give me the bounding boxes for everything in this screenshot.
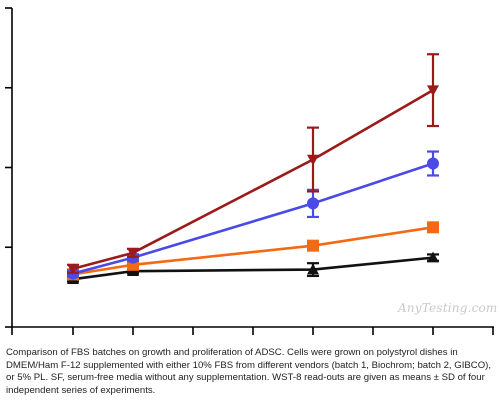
series-1-line bbox=[72, 162, 434, 275]
watermark: AnyTesting.com bbox=[398, 301, 498, 315]
series-0-point bbox=[307, 154, 319, 166]
series-0-point bbox=[427, 85, 439, 97]
series-1-point bbox=[307, 197, 319, 210]
series-2-line bbox=[72, 226, 434, 276]
series-2-point bbox=[427, 221, 439, 234]
series-0-point bbox=[127, 248, 139, 259]
series-1-point bbox=[427, 157, 439, 170]
series-0-point bbox=[67, 263, 79, 275]
series-3-line bbox=[72, 256, 434, 281]
series-3-point bbox=[307, 263, 319, 275]
line-chart bbox=[5, 7, 494, 335]
series-3-point bbox=[427, 251, 439, 263]
figure-caption: Comparison of FBS batches on growth and … bbox=[6, 347, 492, 396]
series-2-point bbox=[307, 239, 319, 252]
series-0-line bbox=[72, 89, 434, 271]
